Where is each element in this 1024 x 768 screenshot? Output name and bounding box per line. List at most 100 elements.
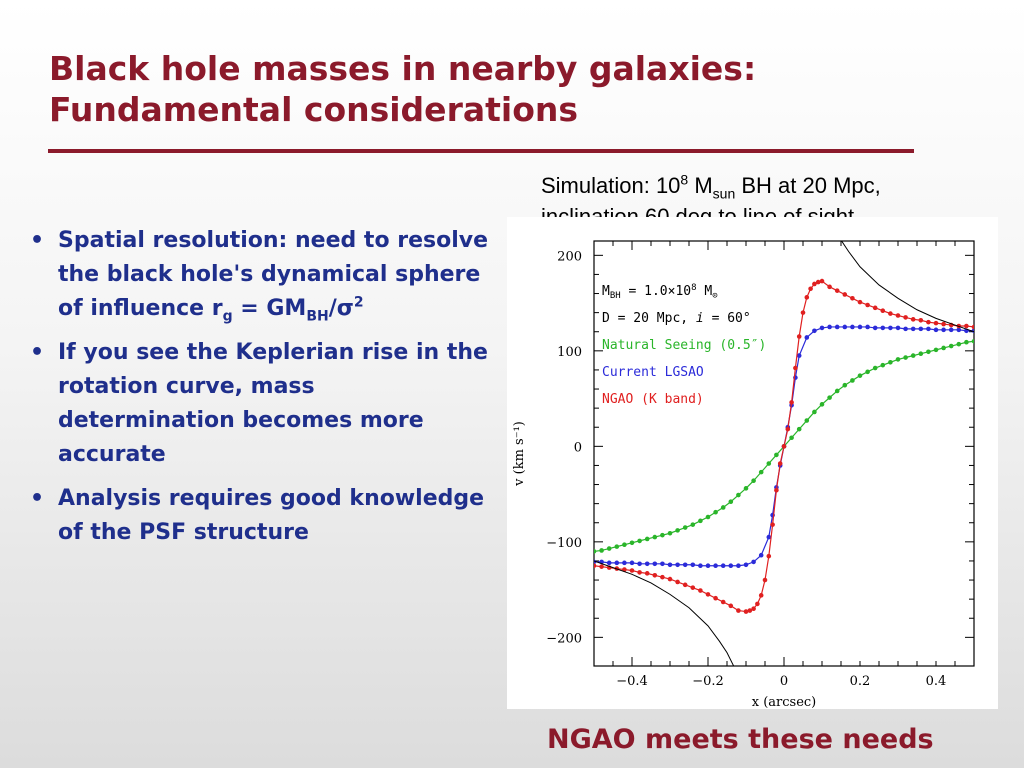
data-point	[667, 562, 673, 568]
data-point	[736, 608, 741, 613]
data-point	[743, 609, 749, 614]
data-point	[842, 324, 848, 330]
data-point	[895, 357, 901, 362]
data-point	[713, 509, 718, 515]
caption-m-sub: sun	[712, 185, 736, 202]
data-point	[637, 561, 642, 567]
data-point	[880, 325, 886, 331]
data-point	[789, 400, 794, 405]
data-point	[720, 563, 726, 569]
x-tick-label: 0.4	[926, 674, 947, 689]
data-point	[774, 452, 779, 458]
data-point	[758, 552, 764, 558]
bullet-sub-g: g	[222, 308, 233, 325]
data-point	[910, 317, 916, 322]
bullet-sup-2: 2	[353, 294, 364, 311]
data-point	[819, 325, 825, 331]
data-point	[713, 563, 718, 569]
data-point	[682, 525, 688, 530]
keplerian-curve	[594, 560, 735, 666]
data-point	[690, 522, 696, 527]
y-tick-label: 100	[557, 345, 582, 360]
data-point	[941, 327, 946, 333]
bullet-item: • Spatial resolution: need to resolve th…	[28, 224, 498, 326]
legend-series-label: Natural Seeing (0.5″)	[602, 338, 766, 353]
data-point	[743, 562, 749, 568]
data-point	[850, 324, 855, 330]
data-point	[850, 296, 855, 301]
data-point	[762, 577, 768, 583]
data-point	[857, 373, 863, 378]
data-point	[926, 319, 931, 325]
rotation-curve-plot: −0.4 −0.2 0 0.2 0.4 −200 −100 0 100 200 x (arcsec)…	[507, 217, 998, 709]
data-point	[660, 561, 665, 567]
data-point	[629, 568, 635, 573]
data-point	[758, 593, 764, 598]
data-point	[644, 536, 650, 542]
data-point	[796, 353, 802, 358]
bullet-item: • Analysis requires good knowledge of th…	[28, 482, 498, 550]
data-point	[728, 563, 734, 569]
data-point	[804, 335, 810, 340]
data-point	[819, 278, 825, 284]
data-point	[777, 461, 783, 466]
bullet-item: • If you see the Keplerian rise in the r…	[28, 336, 498, 472]
y-tick-label: 0	[574, 440, 582, 455]
data-point	[964, 323, 969, 329]
data-point	[918, 317, 924, 323]
bullet-dot: •	[30, 486, 45, 511]
data-point	[918, 326, 924, 332]
data-point	[903, 326, 908, 332]
data-point	[827, 284, 832, 290]
data-point	[834, 388, 840, 394]
data-point	[933, 327, 939, 333]
bullet-text-b: = GM	[232, 296, 307, 321]
data-point	[815, 279, 821, 285]
data-point	[774, 487, 779, 493]
data-point	[850, 378, 855, 383]
data-point	[675, 528, 680, 533]
x-axis-label: x (arcsec)	[752, 695, 817, 709]
y-tick-label: −100	[546, 536, 582, 551]
data-point	[812, 328, 817, 334]
data-point	[948, 327, 954, 333]
data-point	[800, 310, 806, 315]
data-point	[652, 534, 658, 540]
data-point	[781, 444, 787, 449]
data-point	[594, 549, 597, 554]
slide-title-line1: Black hole masses in nearby galaxies:	[49, 49, 757, 88]
bullet-dot: •	[30, 228, 45, 253]
data-point	[652, 561, 658, 567]
x-tick-label: 0	[780, 674, 788, 689]
data-point	[705, 592, 711, 597]
data-point	[933, 320, 939, 326]
data-point	[599, 548, 604, 553]
data-point	[629, 540, 635, 546]
data-point	[622, 542, 627, 548]
caption-m: M	[688, 173, 713, 198]
data-point	[720, 599, 726, 605]
data-point	[918, 351, 924, 356]
data-point	[964, 339, 969, 345]
data-point	[720, 505, 726, 510]
data-point	[933, 347, 939, 353]
data-point	[812, 281, 817, 287]
data-point	[682, 582, 688, 588]
data-point	[895, 325, 901, 331]
data-point	[888, 325, 893, 331]
data-point	[872, 305, 878, 311]
data-point	[660, 532, 665, 538]
data-point	[857, 299, 863, 305]
data-point	[751, 606, 756, 611]
data-point	[956, 341, 962, 347]
y-tick-label: −200	[546, 631, 582, 646]
data-point	[747, 608, 753, 613]
data-point	[956, 327, 962, 333]
data-point	[903, 355, 908, 360]
bullet-text-c: /σ	[328, 296, 354, 321]
data-point	[606, 546, 612, 551]
data-point	[804, 295, 810, 300]
x-tick-label: 0.2	[850, 674, 871, 689]
data-point	[660, 574, 665, 580]
bullet-list: • Spatial resolution: need to resolve th…	[28, 224, 498, 560]
